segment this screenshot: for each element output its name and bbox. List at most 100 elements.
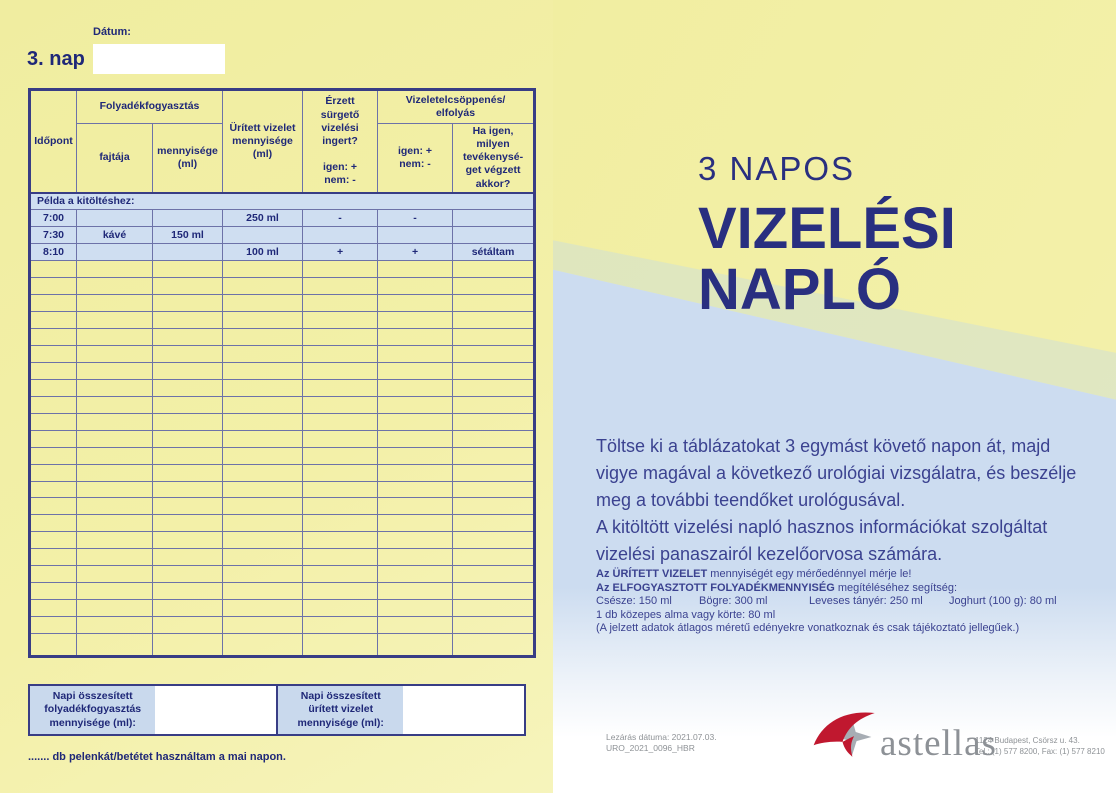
- diary-cell-empty[interactable]: [76, 463, 153, 482]
- diary-cell-empty[interactable]: [377, 277, 454, 296]
- diary-cell-empty[interactable]: [377, 497, 454, 516]
- diary-cell-empty[interactable]: [151, 599, 224, 618]
- date-input[interactable]: [93, 44, 225, 74]
- diary-cell-empty[interactable]: [151, 429, 224, 448]
- diary-cell-empty[interactable]: [222, 497, 304, 516]
- diary-cell-empty[interactable]: [452, 412, 536, 431]
- diary-cell-empty[interactable]: [151, 548, 224, 567]
- diary-cell-empty[interactable]: [377, 514, 454, 533]
- diary-cell-empty[interactable]: [302, 412, 379, 431]
- diary-cell-empty[interactable]: [76, 531, 153, 550]
- diary-cell-empty[interactable]: [302, 344, 379, 363]
- diary-cell-empty[interactable]: [452, 277, 536, 296]
- diary-cell-empty[interactable]: [76, 429, 153, 448]
- diary-cell-empty[interactable]: [452, 327, 536, 346]
- diary-cell-empty[interactable]: [29, 514, 77, 533]
- diary-cell-empty[interactable]: [29, 599, 77, 618]
- diary-cell-empty[interactable]: [29, 412, 77, 431]
- diary-cell-empty[interactable]: [302, 277, 379, 296]
- diary-cell-empty[interactable]: [29, 378, 77, 397]
- diary-cell-empty[interactable]: [222, 378, 304, 397]
- diary-cell-empty[interactable]: [151, 616, 224, 635]
- diary-cell-empty[interactable]: [29, 294, 77, 312]
- diary-cell-empty[interactable]: [452, 378, 536, 397]
- diary-cell-empty[interactable]: [29, 582, 77, 601]
- diary-cell-empty[interactable]: [151, 565, 224, 584]
- diary-cell-empty[interactable]: [76, 480, 153, 499]
- diary-cell-empty[interactable]: [222, 514, 304, 533]
- diary-cell-empty[interactable]: [29, 565, 77, 584]
- diary-cell-empty[interactable]: [222, 395, 304, 414]
- diary-cell-empty[interactable]: [29, 616, 77, 635]
- diary-cell-empty[interactable]: [452, 310, 536, 329]
- diary-cell-empty[interactable]: [377, 327, 454, 346]
- diary-cell-empty[interactable]: [302, 260, 379, 279]
- diary-cell-empty[interactable]: [76, 514, 153, 533]
- diary-cell-empty[interactable]: [377, 582, 454, 601]
- diary-cell-empty[interactable]: [151, 395, 224, 414]
- diary-cell-empty[interactable]: [76, 294, 153, 312]
- diary-cell-empty[interactable]: [302, 429, 379, 448]
- diary-cell-empty[interactable]: [76, 344, 153, 363]
- diary-cell-empty[interactable]: [302, 310, 379, 329]
- diary-cell-empty[interactable]: [151, 514, 224, 533]
- diary-cell-empty[interactable]: [222, 633, 304, 657]
- diary-cell-empty[interactable]: [29, 310, 77, 329]
- diary-cell-empty[interactable]: [452, 531, 536, 550]
- diary-cell-empty[interactable]: [452, 429, 536, 448]
- diary-cell-empty[interactable]: [151, 497, 224, 516]
- diary-cell-empty[interactable]: [29, 548, 77, 567]
- diary-cell-empty[interactable]: [29, 446, 77, 465]
- diary-cell-empty[interactable]: [29, 531, 77, 550]
- diary-cell-empty[interactable]: [222, 361, 304, 380]
- diary-cell-empty[interactable]: [302, 599, 379, 618]
- diary-cell-empty[interactable]: [452, 599, 536, 618]
- diary-cell-empty[interactable]: [222, 429, 304, 448]
- diary-cell-empty[interactable]: [377, 633, 454, 657]
- diary-cell-empty[interactable]: [302, 616, 379, 635]
- diary-cell-empty[interactable]: [222, 260, 304, 279]
- diary-cell-empty[interactable]: [29, 344, 77, 363]
- diary-cell-empty[interactable]: [29, 260, 77, 279]
- diary-cell-empty[interactable]: [377, 378, 454, 397]
- diary-cell-empty[interactable]: [377, 344, 454, 363]
- diary-cell-empty[interactable]: [222, 277, 304, 296]
- diary-cell-empty[interactable]: [377, 294, 454, 312]
- diary-cell-empty[interactable]: [222, 531, 304, 550]
- diary-cell-empty[interactable]: [302, 497, 379, 516]
- diary-cell-empty[interactable]: [76, 633, 153, 657]
- diary-cell-empty[interactable]: [151, 378, 224, 397]
- diary-cell-empty[interactable]: [151, 260, 224, 279]
- diary-cell-empty[interactable]: [302, 582, 379, 601]
- diary-cell-empty[interactable]: [151, 344, 224, 363]
- diary-cell-empty[interactable]: [452, 260, 536, 279]
- diary-cell-empty[interactable]: [452, 446, 536, 465]
- diary-cell-empty[interactable]: [377, 395, 454, 414]
- diary-cell-empty[interactable]: [302, 378, 379, 397]
- diary-cell-empty[interactable]: [452, 480, 536, 499]
- diary-cell-empty[interactable]: [76, 327, 153, 346]
- diary-cell-empty[interactable]: [377, 446, 454, 465]
- diary-cell-empty[interactable]: [377, 412, 454, 431]
- diary-cell-empty[interactable]: [76, 548, 153, 567]
- diary-cell-empty[interactable]: [452, 514, 536, 533]
- diary-cell-empty[interactable]: [29, 395, 77, 414]
- diary-cell-empty[interactable]: [302, 548, 379, 567]
- diary-cell-empty[interactable]: [377, 599, 454, 618]
- diary-cell-empty[interactable]: [29, 277, 77, 296]
- diary-cell-empty[interactable]: [151, 633, 224, 657]
- diary-cell-empty[interactable]: [76, 277, 153, 296]
- diary-cell-empty[interactable]: [302, 463, 379, 482]
- diary-cell-empty[interactable]: [452, 294, 536, 312]
- diary-cell-empty[interactable]: [151, 480, 224, 499]
- diary-cell-empty[interactable]: [222, 412, 304, 431]
- diary-cell-empty[interactable]: [452, 633, 536, 657]
- diary-cell-empty[interactable]: [151, 327, 224, 346]
- diary-cell-empty[interactable]: [151, 582, 224, 601]
- summary-urine-input[interactable]: [403, 686, 524, 734]
- diary-cell-empty[interactable]: [76, 599, 153, 618]
- diary-cell-empty[interactable]: [377, 548, 454, 567]
- diary-cell-empty[interactable]: [302, 361, 379, 380]
- diary-cell-empty[interactable]: [222, 548, 304, 567]
- diary-cell-empty[interactable]: [377, 310, 454, 329]
